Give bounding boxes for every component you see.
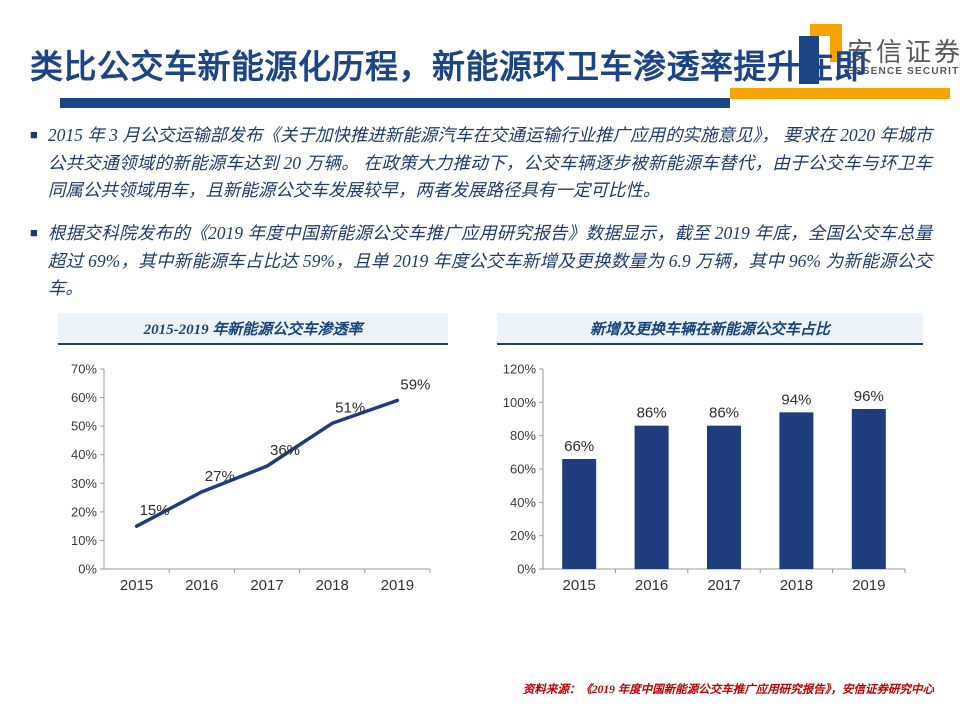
x-tick-label: 2016 [185,577,218,594]
y-tick-label: 20% [71,504,97,519]
point-value-label: 51% [335,399,365,416]
x-tick-label: 2017 [250,577,283,594]
logo-blue-bar-icon [799,36,819,84]
y-tick-label: 70% [71,362,97,377]
x-tick-label: 2018 [780,577,813,594]
y-tick-label: 80% [510,428,536,443]
bar [707,425,741,569]
y-tick-label: 10% [71,533,97,548]
y-tick-label: 60% [71,390,97,405]
y-tick-label: 0% [78,562,97,577]
bullet-square-icon: ■ [30,127,38,142]
company-logo: 安信证券 ESSENCE SECURITIES [795,22,960,92]
point-value-label: 59% [400,376,430,393]
bar [634,425,669,569]
bar-value-label: 86% [637,405,667,422]
bar [562,459,597,569]
bar-value-label: 86% [709,405,739,422]
logo-name-cn: 安信证券 [847,37,960,67]
page-title: 类比公交车新能源化历程，新能源环卫车渗透率提升在即 [30,48,868,85]
y-tick-label: 100% [503,395,537,410]
x-tick-label: 2018 [316,577,349,594]
logo-name-en: ESSENCE SECURITIES [847,66,960,77]
x-tick-label: 2019 [852,577,885,594]
x-tick-label: 2019 [381,577,414,594]
bar-value-label: 66% [564,438,594,455]
bullet-item: ■ 2015 年 3 月公交运输部发布《关于加快推进新能源汽车在交通运输行业推广… [30,122,932,205]
y-tick-label: 60% [510,462,536,477]
logo-orange-bracket-icon [830,24,842,62]
x-tick-label: 2016 [635,577,668,594]
chart-panel-replacement-share: 新增及更换车辆在新能源公交车占比 0% 20% 40% 60% 80% 100% 120% 2… [497,313,923,603]
source-note: 资料来源：《2019 年度中国新能源公交车推广应用研究报告》，安信证券研究中心 [522,684,934,696]
y-tick-label: 20% [510,528,536,543]
y-tick-label: 120% [503,362,537,377]
header-orange-bar [730,88,950,99]
chart-title: 新增及更换车辆在新能源公交车占比 [589,321,830,338]
bullet-text: 根据交科院发布的《2019 年度中国新能源公交车推广应用研究报告》数据显示，截至… [47,222,932,299]
bullet-item: ■ 根据交科院发布的《2019 年度中国新能源公交车推广应用研究报告》数据显示，… [30,220,932,303]
bar [851,409,886,569]
point-value-label: 36% [270,442,300,459]
bar-value-label: 96% [854,388,884,405]
x-tick-label: 2017 [707,577,740,594]
bullet-text: 2015 年 3 月公交运输部发布《关于加快推进新能源汽车在交通运输行业推广应用… [47,125,932,201]
title-underline-bar [60,98,730,108]
y-tick-label: 50% [71,419,97,434]
line-chart-canvas: 0% 10% 20% 30% 40% 50% 60% 70% 2015 2016 2017 2018 2… [71,362,431,594]
chart-title: 2015-2019 年新能源公交车渗透率 [143,321,363,338]
bullet-square-icon: ■ [30,224,38,240]
line-series [134,398,400,528]
y-tick-label: 30% [71,476,97,491]
x-tick-label: 2015 [120,577,153,594]
chart-header: 2015-2019 年新能源公交车渗透率 [58,313,448,345]
y-tick-label: 40% [71,447,97,462]
y-tick-label: 40% [510,495,536,510]
point-value-label: 27% [205,468,235,485]
chart-panel-penetration: 2015-2019 年新能源公交车渗透率 0% 10% 20% 30% 40% 50% 60… [58,313,448,603]
point-value-label: 15% [140,502,170,519]
bullet-list: ■ 2015 年 3 月公交运输部发布《关于加快推进新能源汽车在交通运输行业推广… [30,122,932,318]
y-tick-label: 0% [517,562,536,577]
bar-chart-canvas: 0% 20% 40% 60% 80% 100% 120% 2015 2016 2017 2018 20… [503,362,906,594]
bar-value-label: 94% [781,391,811,408]
chart-header: 新增及更换车辆在新能源公交车占比 [497,313,923,345]
bar [779,412,814,569]
x-tick-label: 2015 [563,577,596,594]
